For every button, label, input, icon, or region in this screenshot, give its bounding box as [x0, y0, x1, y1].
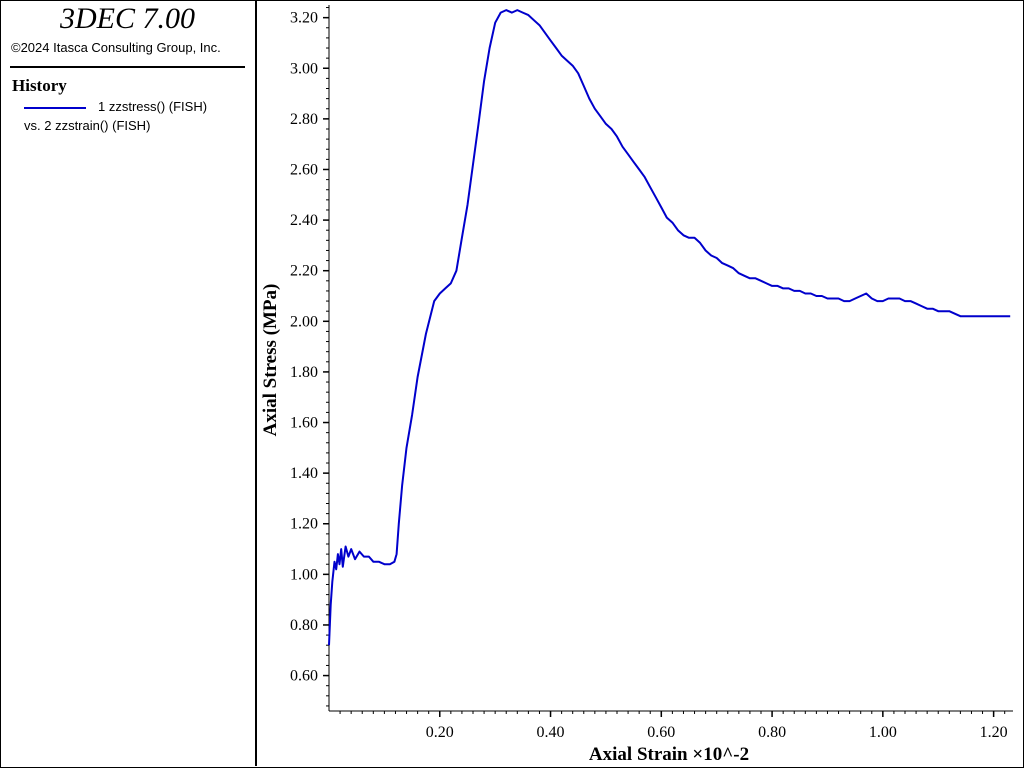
y-tick-label: 1.40: [290, 465, 318, 482]
stress-strain-series-line: [328, 9, 1011, 646]
x-axis-label: Axial Strain ×10^-2: [589, 744, 749, 765]
y-tick-label: 1.60: [290, 415, 318, 432]
y-tick-label: 2.80: [290, 111, 318, 128]
y-tick-label: 1.00: [290, 566, 318, 583]
x-tick-label: 0.80: [758, 724, 786, 741]
y-tick-label: 3.00: [290, 60, 318, 77]
x-tick-label: 0.60: [647, 724, 675, 741]
x-tick-label: 1.00: [869, 724, 897, 741]
app-title: 3DEC 7.00: [60, 2, 195, 35]
legend-divider: [10, 66, 245, 68]
x-tick-label: 0.40: [537, 724, 565, 741]
legend-vs-label: vs. 2 zzstrain() (FISH): [24, 118, 151, 133]
y-tick-label: 1.20: [290, 516, 318, 533]
y-tick-label: 3.20: [290, 10, 318, 27]
y-tick-label: 2.20: [290, 263, 318, 280]
legend-series-swatch: [24, 107, 86, 109]
history-heading: History: [12, 76, 67, 95]
y-tick-label: 2.00: [290, 313, 318, 330]
series-layer: [328, 9, 1011, 646]
y-axis-label: Axial Stress (MPa): [260, 284, 281, 437]
y-tick-label: 0.80: [290, 617, 318, 634]
copyright-text: ©2024 Itasca Consulting Group, Inc.: [11, 40, 221, 55]
y-tick-label: 0.60: [290, 668, 318, 685]
y-tick-label: 1.80: [290, 364, 318, 381]
y-tick-label: 2.60: [290, 161, 318, 178]
x-tick-label: 1.20: [980, 724, 1008, 741]
x-tick-label: 0.20: [426, 724, 454, 741]
legend-panel: 3DEC 7.00 ©2024 Itasca Consulting Group,…: [0, 0, 257, 766]
y-tick-label: 2.40: [290, 212, 318, 229]
plot-axes: 0.60 0.80 1.00 1.20 1.40 1.60 1.80 2.00 2.20 2.40…: [290, 5, 1013, 741]
legend-series-label: 1 zzstress() (FISH): [98, 99, 208, 114]
